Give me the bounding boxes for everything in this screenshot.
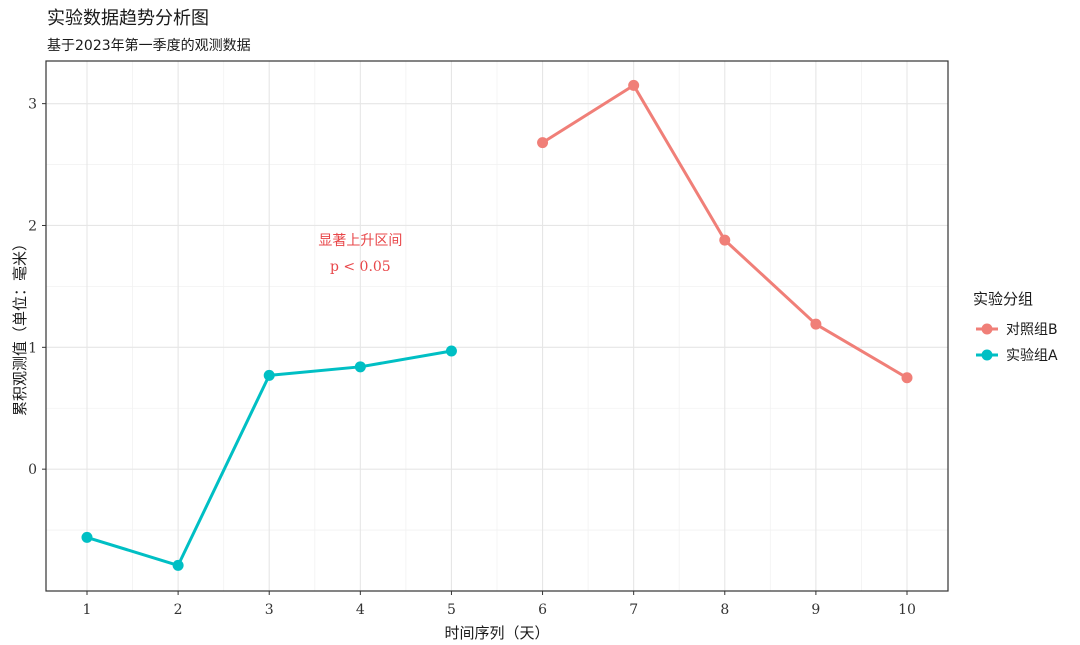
- legend-items: 对照组B 实验组A: [976, 322, 1058, 364]
- x-tick-label: 8: [720, 602, 729, 618]
- data-point: [719, 234, 731, 246]
- data-point: [172, 559, 184, 571]
- x-axis-title: 时间序列（天）: [444, 624, 549, 642]
- x-tick-label: 7: [629, 602, 638, 618]
- plot-panel-border: [45, 60, 949, 592]
- chart-title: 实验数据趋势分析图: [47, 8, 209, 29]
- series-lines: [81, 79, 913, 571]
- x-tick-label: 4: [356, 602, 365, 618]
- y-axis-title: 累积观测值（单位：毫米）: [11, 236, 29, 416]
- legend-label: 对照组B: [1006, 322, 1058, 338]
- annotation-line-1: 显著上升区间: [318, 233, 402, 249]
- legend-key-point: [981, 349, 993, 361]
- x-tick-label: 10: [898, 602, 916, 618]
- data-point: [537, 137, 549, 149]
- data-point: [445, 345, 457, 357]
- y-tick-label: 3: [28, 97, 37, 113]
- y-tick-label: 0: [28, 462, 37, 478]
- x-tick-label: 5: [447, 602, 456, 618]
- x-tick-label: 6: [538, 602, 547, 618]
- data-point: [628, 79, 640, 91]
- annotation-line-2: p < 0.05: [330, 259, 391, 275]
- annotation: 显著上升区间 p < 0.05: [318, 233, 402, 275]
- y-tick-label: 2: [28, 218, 37, 234]
- data-point: [354, 361, 366, 373]
- chart-subtitle: 基于2023年第一季度的观测数据: [47, 38, 251, 54]
- y-tick-label: 1: [28, 340, 37, 356]
- x-tick-label: 3: [265, 602, 274, 618]
- data-point: [810, 318, 822, 330]
- legend-title: 实验分组: [973, 290, 1033, 308]
- data-point: [81, 531, 93, 543]
- legend-label: 实验组A: [1006, 348, 1058, 364]
- axis-ticks: 1 2 3 4 5 6 7 8 9 10 0 1 2 3: [28, 97, 916, 618]
- data-point: [263, 369, 275, 381]
- legend-key-point: [981, 323, 993, 335]
- x-tick-label: 2: [174, 602, 183, 618]
- data-point: [901, 372, 913, 384]
- x-tick-label: 1: [83, 602, 92, 618]
- legend: 实验分组 对照组B 实验组A: [973, 290, 1058, 364]
- x-tick-label: 9: [811, 602, 820, 618]
